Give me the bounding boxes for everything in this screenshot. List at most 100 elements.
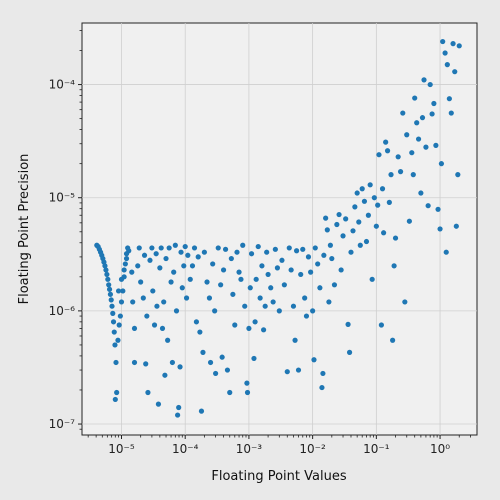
data-point (442, 50, 448, 56)
data-point (201, 249, 207, 255)
data-point (111, 329, 117, 335)
x-tick-label: 10⁻² (299, 442, 326, 456)
data-point (185, 252, 191, 258)
data-point (348, 249, 354, 255)
data-point (418, 190, 424, 196)
data-point (402, 299, 408, 305)
data-point (412, 95, 418, 101)
data-point (165, 337, 171, 343)
data-point (200, 349, 206, 355)
data-point (197, 329, 203, 335)
data-point (114, 389, 120, 396)
data-point (103, 267, 109, 273)
data-point (317, 285, 323, 291)
data-point (115, 288, 122, 294)
data-point (421, 77, 427, 83)
y-tick-label: 10⁻⁶ (49, 304, 76, 318)
data-point (129, 269, 135, 275)
data-point (106, 282, 112, 288)
data-point (329, 255, 335, 262)
data-point (392, 235, 399, 241)
data-point (363, 238, 370, 245)
data-point (122, 261, 128, 267)
y-axis-label: Floating Point Precision (17, 154, 32, 305)
data-point (264, 249, 270, 255)
data-point (440, 38, 446, 45)
data-point (244, 380, 250, 386)
data-point (171, 269, 177, 275)
data-point (179, 285, 185, 291)
data-point (227, 389, 233, 396)
data-point (455, 172, 461, 178)
data-point (117, 313, 123, 319)
data-point (397, 169, 404, 175)
data-point (232, 322, 238, 328)
data-point (320, 370, 326, 377)
data-point (390, 337, 396, 343)
data-point (345, 321, 351, 327)
data-point (406, 218, 412, 224)
data-point (140, 295, 146, 301)
data-point (311, 357, 317, 363)
data-point (356, 219, 362, 225)
data-point (453, 223, 459, 229)
data-point (452, 69, 458, 75)
data-point (327, 242, 333, 248)
data-point (112, 396, 118, 403)
data-point (238, 276, 244, 282)
data-point (248, 251, 255, 257)
data-point (147, 257, 153, 263)
data-point (415, 136, 422, 142)
data-point (118, 276, 125, 282)
data-point (187, 276, 193, 282)
data-point (381, 230, 387, 236)
data-point (176, 404, 182, 411)
x-tick-label: 10⁻³ (236, 442, 263, 456)
data-point (131, 359, 138, 366)
data-point (141, 252, 148, 258)
data-point (386, 199, 392, 205)
data-point (195, 254, 201, 260)
y-tick-label: 10⁻⁵ (49, 191, 76, 205)
data-point (274, 265, 281, 271)
data-point (105, 276, 111, 282)
data-point (218, 282, 224, 288)
data-point (391, 263, 397, 269)
data-point (379, 186, 386, 192)
data-point (444, 62, 450, 68)
data-point (262, 303, 268, 309)
data-point (312, 245, 318, 251)
data-point (210, 261, 216, 267)
data-point (373, 223, 379, 229)
data-point (255, 243, 261, 250)
data-point (272, 246, 278, 252)
data-point (376, 152, 382, 158)
data-point (446, 96, 452, 102)
data-point (252, 319, 258, 325)
data-point (213, 370, 219, 377)
data-point (219, 354, 225, 360)
data-point (228, 255, 234, 262)
data-point (340, 233, 346, 239)
y-tick-label: 10⁻⁴ (49, 78, 76, 92)
data-point (427, 81, 433, 88)
y-tick-label: 10⁻⁷ (49, 417, 76, 431)
data-point (425, 203, 431, 209)
data-point (166, 245, 172, 251)
data-point (321, 252, 327, 258)
data-point (343, 216, 349, 222)
data-point (173, 308, 180, 314)
data-point (308, 269, 314, 275)
data-point (143, 361, 149, 367)
data-point (112, 342, 118, 348)
data-point (315, 261, 321, 267)
data-point (145, 389, 151, 396)
data-point (410, 172, 416, 178)
data-point (131, 325, 138, 332)
data-point (149, 245, 155, 251)
data-point (110, 319, 117, 325)
data-point (371, 195, 377, 201)
data-point (154, 303, 160, 309)
data-point (189, 263, 196, 269)
data-point (168, 279, 174, 285)
